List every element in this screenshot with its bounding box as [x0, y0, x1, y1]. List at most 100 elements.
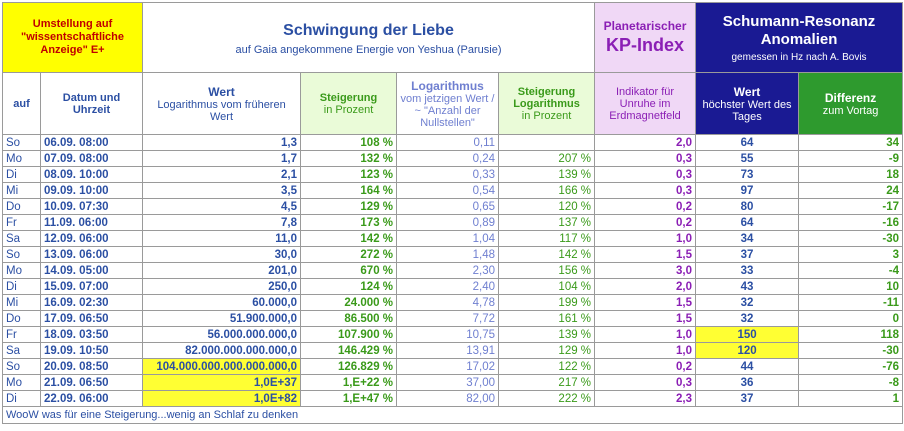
day-cell: So — [2, 358, 41, 375]
differenz-cell: -16 — [798, 214, 904, 231]
steigerung-cell: 126.829 % — [300, 358, 398, 375]
table-row: Di 22.09. 06:00 1,0E+82 1,E+47 % 82,00 222 % 2… — [2, 390, 904, 407]
kp-cell: 0,3 — [594, 374, 697, 391]
day-cell: Sa — [2, 230, 41, 247]
kp-cell: 0,2 — [594, 214, 697, 231]
steigerung-cell: 124 % — [300, 278, 398, 295]
kp-cell: 2,0 — [594, 278, 697, 295]
day-cell: Mo — [2, 374, 41, 391]
day-cell: Di — [2, 166, 41, 183]
wert-cell: 1,3 — [142, 134, 302, 151]
steigerung-cell: 132 % — [300, 150, 398, 167]
differenz-cell: -30 — [798, 230, 904, 247]
table-row: Fr 11.09. 06:00 7,8 173 % 0,89 137 % 0,2 64 -16 — [2, 214, 904, 231]
log-cell: 0,24 — [396, 150, 500, 167]
day-cell: Mi — [2, 182, 41, 199]
differenz-cell: -8 — [798, 374, 904, 391]
differenz-cell: -17 — [798, 198, 904, 215]
log-cell: 1,04 — [396, 230, 500, 247]
kp-cell: 1,5 — [594, 310, 697, 327]
kp-cell: 0,3 — [594, 166, 697, 183]
differenz-cell: 3 — [798, 246, 904, 263]
differenz-cell: 34 — [798, 134, 904, 151]
steigerung-cell: 108 % — [300, 134, 398, 151]
date-cell: 20.09. 08:50 — [39, 358, 144, 375]
steigerung-log-cell: 120 % — [498, 198, 596, 215]
col-header-differenz: Differenz zum Vortag — [798, 72, 904, 135]
wert-cell: 104.000.000.000.000.000,0 — [142, 358, 302, 375]
day-cell: Fr — [2, 214, 41, 231]
steigerung-cell: 272 % — [300, 246, 398, 263]
schumann-cell: 36 — [695, 374, 800, 391]
steigerung-log-cell: 137 % — [498, 214, 596, 231]
day-cell: Mi — [2, 294, 41, 311]
steigerung-log-cell: 161 % — [498, 310, 596, 327]
wert-cell: 7,8 — [142, 214, 302, 231]
log-cell: 0,89 — [396, 214, 500, 231]
kp-title-line2: KP-Index — [606, 35, 685, 55]
steigerung-log-cell: 139 % — [498, 166, 596, 183]
col-header-steigerung-log: Steigerung Logarithmus in Prozent — [498, 72, 596, 135]
schumann-cell: 32 — [695, 310, 800, 327]
day-cell: Do — [2, 198, 41, 215]
steigerung-log-cell: 122 % — [498, 358, 596, 375]
table-row: Mo 21.09. 06:50 1,0E+37 1,E+22 % 37,00 217 % 0… — [2, 374, 904, 391]
schumann-subtitle: gemessen in Hz nach A. Bovis — [731, 51, 867, 63]
schumann-cell: 73 — [695, 166, 800, 183]
format-note: Umstellung auf "wissentschaftliche Anzei… — [1, 2, 144, 73]
differenz-cell: 10 — [798, 278, 904, 295]
day-cell: Mo — [2, 150, 41, 167]
date-cell: 08.09. 10:00 — [39, 166, 144, 183]
steigerung-cell: 142 % — [300, 230, 398, 247]
date-cell: 15.09. 07:00 — [39, 278, 144, 295]
table-row: Mo 14.09. 05:00 201,0 670 % 2,30 156 % 3,0 33 -4 — [2, 262, 904, 279]
steigerung-log-cell: 117 % — [498, 230, 596, 247]
table-row: Sa 19.09. 10:50 82.000.000.000.000,0 146.42… — [2, 342, 904, 359]
log-cell: 0,54 — [396, 182, 500, 199]
steigerung-log-cell: 156 % — [498, 262, 596, 279]
wert-cell: 3,5 — [142, 182, 302, 199]
kp-header: Planetarischer KP-Index — [594, 2, 697, 73]
day-cell: Sa — [2, 342, 41, 359]
schumann-cell: 44 — [695, 358, 800, 375]
date-cell: 10.09. 07:30 — [39, 198, 144, 215]
schumann-cell: 37 — [695, 390, 800, 407]
table-body: So 06.09. 08:00 1,3 108 % 0,11 2,0 64 34 Mo 07.09… — [2, 134, 904, 407]
date-cell: 12.09. 06:00 — [39, 230, 144, 247]
wert-cell: 60.000,0 — [142, 294, 302, 311]
data-sheet: Umstellung auf "wissentschaftliche Anzei… — [1, 2, 904, 424]
page-subtitle: auf Gaia angekommene Energie von Yeshua … — [235, 43, 502, 56]
kp-cell: 0,2 — [594, 198, 697, 215]
wert-cell: 1,7 — [142, 150, 302, 167]
steigerung-log-cell: 129 % — [498, 342, 596, 359]
steigerung-log-cell — [498, 134, 596, 151]
differenz-cell: -30 — [798, 342, 904, 359]
schumann-cell: 37 — [695, 246, 800, 263]
log-cell: 82,00 — [396, 390, 500, 407]
day-cell: Do — [2, 310, 41, 327]
log-cell: 17,02 — [396, 358, 500, 375]
schumann-cell: 43 — [695, 278, 800, 295]
col-header-steigerung: Steigerung in Prozent — [300, 72, 398, 135]
log-cell: 4,78 — [396, 294, 500, 311]
table-row: Di 08.09. 10:00 2,1 123 % 0,33 139 % 0,3 73 18 — [2, 166, 904, 183]
date-cell: 19.09. 10:50 — [39, 342, 144, 359]
schumann-cell: 80 — [695, 198, 800, 215]
wert-cell: 56.000.000.000,0 — [142, 326, 302, 343]
kp-cell: 1,5 — [594, 246, 697, 263]
date-cell: 16.09. 02:30 — [39, 294, 144, 311]
date-cell: 21.09. 06:50 — [39, 374, 144, 391]
kp-cell: 3,0 — [594, 262, 697, 279]
wert-cell: 250,0 — [142, 278, 302, 295]
kp-cell: 2,3 — [594, 390, 697, 407]
differenz-cell: -4 — [798, 262, 904, 279]
log-cell: 0,65 — [396, 198, 500, 215]
kp-title-line1: Planetarischer — [603, 19, 687, 33]
steigerung-cell: 670 % — [300, 262, 398, 279]
col-header-datum: Datum und Uhrzeit — [39, 72, 144, 135]
wert-cell: 201,0 — [142, 262, 302, 279]
log-cell: 10,75 — [396, 326, 500, 343]
steigerung-cell: 24.000 % — [300, 294, 398, 311]
date-cell: 18.09. 03:50 — [39, 326, 144, 343]
wert-cell: 1,0E+37 — [142, 374, 302, 391]
